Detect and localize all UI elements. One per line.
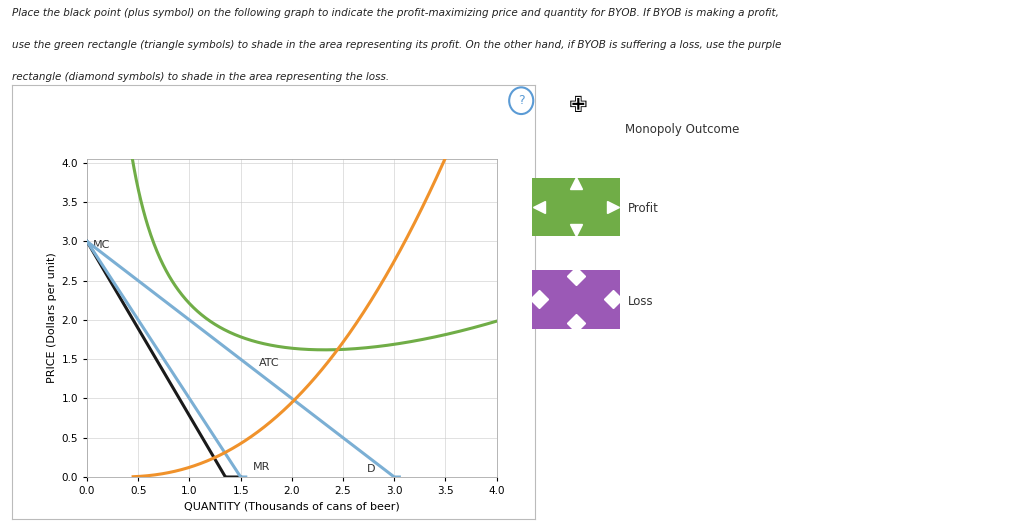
Text: Profit: Profit [628, 202, 658, 215]
Text: Place the black point (plus symbol) on the following graph to indicate the profi: Place the black point (plus symbol) on t… [12, 8, 779, 18]
Text: ATC: ATC [259, 358, 280, 368]
Y-axis label: PRICE (Dollars per unit): PRICE (Dollars per unit) [47, 253, 57, 383]
Text: D: D [367, 464, 375, 474]
Text: ?: ? [518, 94, 524, 107]
Text: ✙: ✙ [569, 96, 588, 116]
X-axis label: QUANTITY (Thousands of cans of beer): QUANTITY (Thousands of cans of beer) [184, 501, 399, 511]
Text: rectangle (diamond symbols) to shade in the area representing the loss.: rectangle (diamond symbols) to shade in … [12, 72, 389, 82]
Text: MR: MR [253, 462, 270, 472]
Text: Loss: Loss [628, 295, 653, 307]
Text: MC: MC [93, 241, 111, 250]
Text: use the green rectangle (triangle symbols) to shade in the area representing its: use the green rectangle (triangle symbol… [12, 40, 781, 50]
Text: Monopoly Outcome: Monopoly Outcome [625, 123, 739, 136]
